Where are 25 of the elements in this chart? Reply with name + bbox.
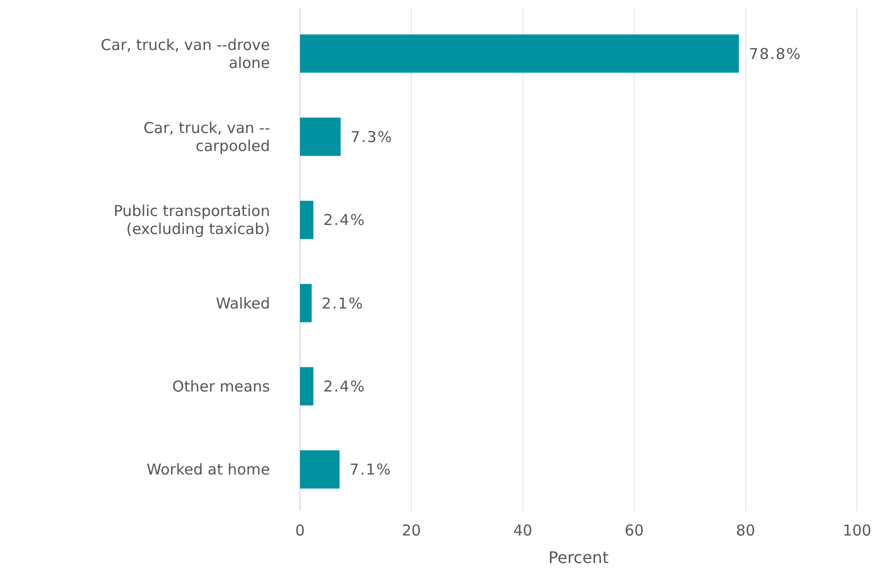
y-tick-label: Car, truck, van --drove alone bbox=[100, 36, 270, 72]
bar bbox=[300, 34, 739, 73]
x-axis-title: Percent bbox=[548, 548, 609, 567]
data-label: 7.1% bbox=[350, 460, 392, 479]
y-tick-label: Worked at home bbox=[146, 460, 270, 479]
data-label: 2.4% bbox=[323, 211, 366, 230]
x-tick-label: 0 bbox=[295, 522, 305, 540]
data-label: 78.8% bbox=[748, 44, 802, 63]
x-tick-label: 80 bbox=[736, 522, 756, 540]
x-tick-label: 20 bbox=[402, 522, 421, 540]
bar bbox=[300, 367, 314, 406]
x-tick-label: 60 bbox=[624, 522, 644, 540]
data-label: 2.4% bbox=[323, 378, 366, 396]
x-tick-label: 40 bbox=[513, 522, 532, 540]
data-label: 7.3% bbox=[350, 128, 393, 146]
bar bbox=[300, 450, 340, 489]
x-tick-label: 100 bbox=[842, 522, 872, 540]
y-tick-label: Public transportation (excluding taxicab) bbox=[114, 202, 270, 238]
y-tick-label: Other means bbox=[172, 378, 270, 396]
data-label: 2.1% bbox=[322, 294, 364, 312]
bar bbox=[300, 284, 312, 322]
bar bbox=[300, 200, 314, 240]
y-tick-label: Car, truck, van --carpooled bbox=[143, 119, 270, 155]
bar bbox=[300, 118, 341, 156]
y-tick-label: Walked bbox=[216, 294, 270, 312]
